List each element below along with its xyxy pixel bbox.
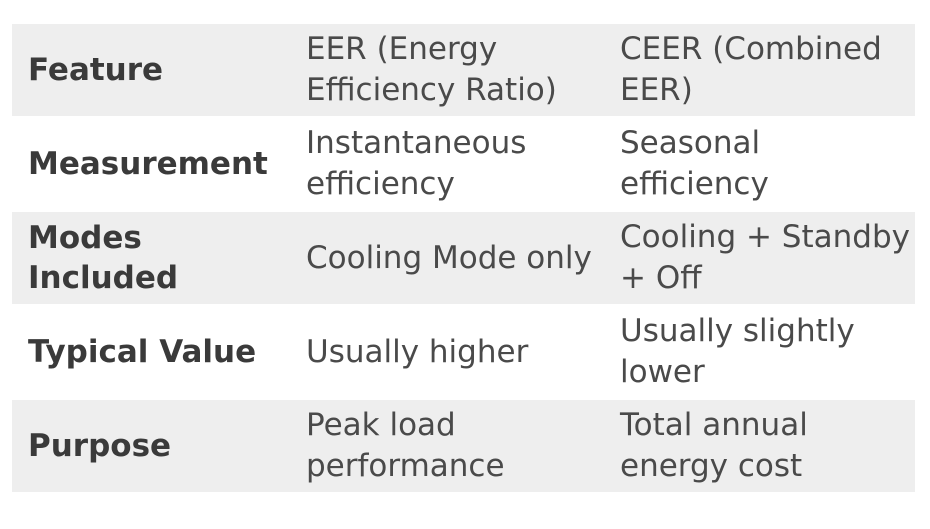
row-ceer-value: Cooling + Standby + Off: [620, 219, 910, 296]
row-eer-value: Usually higher: [306, 333, 529, 370]
row-feature-label: Measurement: [28, 146, 268, 182]
row-feature-label: Modes Included: [28, 220, 179, 296]
header-feature: Feature: [28, 52, 164, 88]
row-feature-label: Typical Value: [28, 334, 257, 370]
table-row: Typical Value Usually higher Usually sli…: [12, 306, 915, 398]
row-ceer-value: Total annual energy cost: [620, 407, 808, 484]
table-header-row: Feature EER (Energy Efficiency Ratio) CE…: [12, 24, 915, 116]
row-feature-label: Purpose: [28, 428, 172, 464]
table-row: Measurement Instantaneous efficiency Sea…: [12, 118, 915, 210]
header-ceer: CEER (Combined EER): [620, 31, 882, 108]
table-row: Modes Included Cooling Mode only Cooling…: [12, 212, 915, 304]
row-ceer-value: Usually slightly lower: [620, 313, 855, 390]
row-eer-value: Instantaneous efficiency: [306, 125, 527, 202]
comparison-table: Feature EER (Energy Efficiency Ratio) CE…: [12, 24, 915, 494]
row-eer-value: Peak load performance: [306, 407, 505, 484]
table-row: Purpose Peak load performance Total annu…: [12, 400, 915, 492]
row-ceer-value: Seasonal efficiency: [620, 125, 769, 202]
header-eer: EER (Energy Efficiency Ratio): [306, 31, 557, 108]
row-eer-value: Cooling Mode only: [306, 239, 592, 276]
